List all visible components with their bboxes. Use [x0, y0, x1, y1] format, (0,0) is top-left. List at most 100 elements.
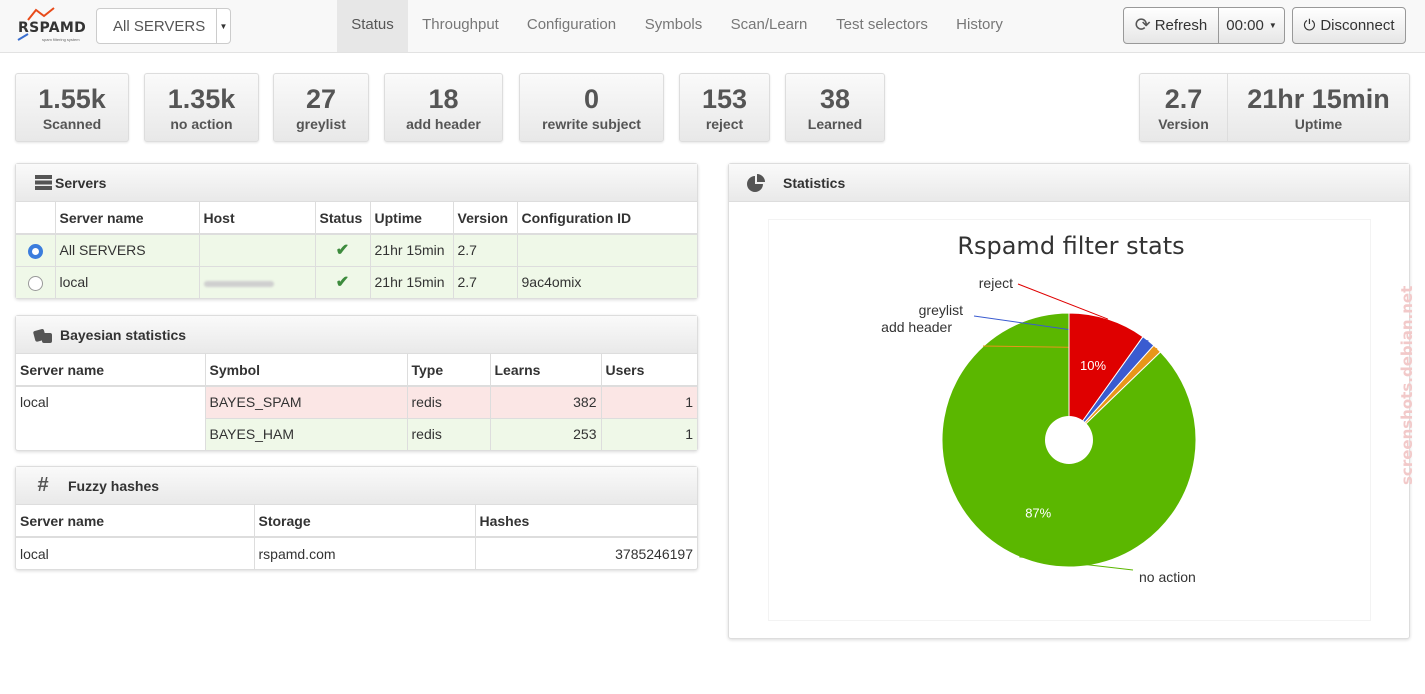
servers-table: Server name Host Status Uptime Version Config…	[16, 202, 697, 298]
status-ok-icon: ✔	[315, 265, 371, 298]
stat-box-add-header: 18 add header	[384, 73, 503, 142]
server-name: All SERVERS	[55, 233, 200, 266]
stat-label: add header	[406, 116, 481, 132]
version-cell: 2.7 Version	[1140, 74, 1228, 141]
rspamd-logo[interactable]: RSPAMD spam filtering system	[14, 6, 87, 46]
bayes-type: redis	[407, 417, 491, 450]
server-version: 2.7	[453, 265, 518, 298]
server-uptime: 21hr 15min	[370, 265, 454, 298]
uptime-value: 21hr 15min	[1247, 84, 1390, 114]
bayes-col-header: Symbol	[205, 354, 408, 387]
pie-slice-label: reject	[979, 275, 1013, 291]
bayes-panel-title: Bayesian statistics	[60, 326, 187, 343]
server-host	[199, 265, 316, 298]
fuzzy-panel-header: # Fuzzy hashes	[16, 467, 697, 505]
pie-percent-label: 10%	[1080, 358, 1106, 373]
tab-history[interactable]: History	[956, 16, 1003, 33]
server-radio-cell[interactable]	[16, 265, 56, 298]
server-row[interactable]: All SERVERS ✔ 21hr 15min 2.7	[16, 233, 697, 266]
stat-value: 38	[819, 84, 851, 114]
bayes-col-header: Learns	[490, 354, 602, 387]
status-ok-icon: ✔	[315, 233, 371, 266]
stat-value: 1.35k	[167, 84, 236, 114]
stat-label: rewrite subject	[542, 116, 641, 132]
navbar: RSPAMD spam filtering system All SERVERS…	[0, 0, 1425, 53]
fuzzy-row: local rspamd.com 3785246197	[16, 536, 697, 569]
stat-box-greylist: 27 greylist	[273, 73, 369, 142]
server-name: local	[55, 265, 200, 298]
bayes-server-name: local	[16, 385, 206, 450]
servers-col-header: Server name	[55, 202, 200, 235]
fuzzy-col-header: Hashes	[475, 505, 697, 538]
tab-throughput[interactable]: Throughput	[422, 16, 499, 33]
tab-symbols[interactable]: Symbols	[644, 16, 703, 33]
version-label: Version	[1158, 116, 1209, 132]
bayes-symbol: BAYES_HAM	[205, 417, 408, 450]
chevron-down-icon[interactable]: ▼	[216, 9, 230, 43]
stat-box-rewrite-subject: 0 rewrite subject	[519, 73, 664, 142]
bayes-table: Server name Symbol Type Learns Users local BA…	[16, 354, 697, 450]
tab-configuration[interactable]: Configuration	[526, 16, 617, 33]
uptime-cell: 21hr 15min Uptime	[1228, 74, 1409, 141]
power-icon: ⏻	[1303, 17, 1316, 34]
watermark: screenshots.debian.net	[1398, 285, 1416, 485]
bayes-row: local BAYES_SPAM redis 382 1	[16, 385, 697, 450]
pie-slice-label: greylist	[919, 302, 963, 318]
fuzzy-storage: rspamd.com	[254, 536, 476, 569]
interval-value: 00:00	[1226, 17, 1264, 34]
stat-value: 153	[701, 84, 748, 114]
caret-down-icon: ▼	[1268, 21, 1277, 30]
bayes-panel-header: Bayesian statistics	[16, 316, 697, 354]
servers-col-header: Version	[453, 202, 518, 235]
servers-col-header	[16, 202, 56, 235]
bayes-panel: Bayesian statistics Server name Symbol Typ…	[15, 315, 698, 451]
refresh-label: Refresh	[1154, 17, 1208, 34]
stat-label: Learned	[807, 116, 863, 132]
logo-text: RSPAMD	[18, 20, 87, 36]
fuzzy-panel-title: Fuzzy hashes	[68, 477, 160, 494]
stat-value: 18	[428, 84, 459, 114]
logo-tagline: spam filtering system	[42, 37, 80, 42]
server-host	[199, 233, 316, 266]
servers-col-header: Uptime	[370, 202, 454, 235]
disconnect-button[interactable]: ⏻ Disconnect	[1292, 7, 1406, 44]
pie-slice-label: no action	[1139, 569, 1196, 585]
server-info-box: 2.7 Version 21hr 15min Uptime	[1139, 73, 1410, 142]
stat-value: 1.55k	[38, 84, 106, 114]
tab-status[interactable]: Status	[337, 0, 408, 52]
stat-box-learned: 38 Learned	[785, 73, 885, 142]
server-radio[interactable]	[27, 243, 43, 259]
bayes-col-header: Type	[407, 354, 491, 387]
chart-area: Rspamd filter stats 87% no action add heade…	[769, 220, 1370, 620]
server-version: 2.7	[453, 233, 518, 266]
tab-scan-learn[interactable]: Scan/Learn	[730, 16, 808, 33]
servers-panel-header: Servers	[16, 164, 697, 202]
statistics-panel: Statistics Rspamd filter stats 87% no acti…	[728, 163, 1410, 639]
tab-test-selectors[interactable]: Test selectors	[836, 16, 928, 33]
servers-col-header: Host	[199, 202, 316, 235]
bayes-col-header: Users	[601, 354, 697, 387]
stat-label: greylist	[296, 116, 346, 132]
fuzzy-panel: # Fuzzy hashes Server name Storage Hashes …	[15, 466, 698, 570]
stat-label: reject	[705, 116, 744, 132]
server-radio-cell[interactable]	[16, 233, 56, 266]
stat-box-scanned: 1.55k Scanned	[15, 73, 129, 142]
servers-panel: Servers Server name Host Status Uptime Versi…	[15, 163, 698, 299]
host-redacted	[203, 280, 274, 287]
stat-box-reject: 153 reject	[679, 73, 770, 142]
statistics-panel-title: Statistics	[783, 174, 846, 191]
bayes-type: redis	[407, 385, 491, 418]
pie-slice-reject[interactable]	[1068, 312, 1144, 442]
hash-icon: #	[37, 474, 49, 496]
servers-panel-title: Servers	[55, 174, 107, 191]
refresh-button[interactable]: ⟳ Refresh	[1123, 7, 1219, 44]
uptime-label: Uptime	[1294, 116, 1343, 132]
fuzzy-col-header: Storage	[254, 505, 476, 538]
server-row[interactable]: local ✔ 21hr 15min 2.7 9ac4omix	[16, 265, 697, 298]
refresh-interval-dropdown[interactable]: 00:00 ▼	[1218, 7, 1285, 44]
pie-center-hole	[1045, 416, 1093, 464]
chart-title: Rspamd filter stats	[957, 232, 1184, 260]
logo-icon	[17, 7, 55, 41]
server-select[interactable]: All SERVERS ▼	[96, 8, 231, 44]
server-radio[interactable]	[27, 275, 43, 291]
